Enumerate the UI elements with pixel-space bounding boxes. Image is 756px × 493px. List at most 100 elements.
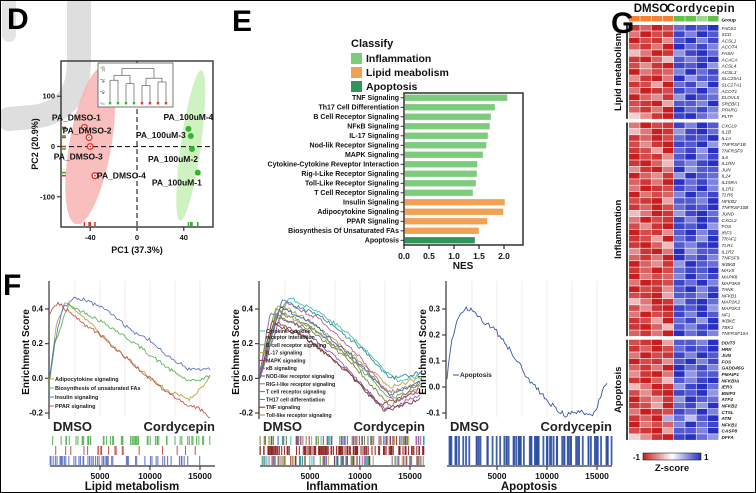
heatmap-cell bbox=[662, 50, 674, 56]
gene-label: TBK1 bbox=[722, 325, 734, 330]
gene-label: PMAIP1 bbox=[722, 372, 740, 377]
heatmap-cell bbox=[651, 330, 663, 337]
heatmap-cell bbox=[685, 427, 696, 434]
heatmap-cell bbox=[696, 286, 708, 292]
legend-entry: T cell receptor signaling bbox=[266, 390, 326, 396]
dendro-leaf bbox=[140, 102, 144, 105]
sample-point-dot bbox=[94, 174, 96, 177]
heatmap-cell bbox=[696, 292, 708, 299]
heatmap-cell bbox=[651, 324, 663, 330]
enrichment-curve bbox=[259, 323, 421, 412]
heatmap-cell bbox=[640, 248, 651, 255]
heatmap-cell bbox=[629, 69, 640, 75]
heatmap-cell bbox=[662, 273, 674, 280]
heatmap-cell bbox=[685, 421, 696, 428]
heatmap-cell bbox=[640, 31, 651, 37]
heatmap-cell bbox=[674, 434, 685, 440]
heatmap-cell bbox=[707, 415, 719, 421]
heatmap-cell bbox=[662, 427, 674, 434]
heatmap-cell bbox=[651, 198, 663, 204]
heatmap-cell bbox=[629, 62, 640, 69]
heatmap-cell bbox=[707, 166, 719, 173]
heatmap-cell bbox=[674, 311, 685, 318]
heatmap-cell bbox=[662, 166, 674, 173]
heatmap-cell bbox=[651, 166, 663, 173]
heatmap-cell bbox=[651, 106, 663, 113]
heatmap-cell bbox=[707, 185, 719, 192]
y-tick-label: -0.2 bbox=[239, 409, 253, 418]
heatmap-cell bbox=[696, 235, 708, 242]
heatmap-cell bbox=[696, 31, 708, 37]
heatmap-cell bbox=[707, 339, 719, 346]
group-annotation-cell bbox=[640, 16, 651, 22]
inset-box bbox=[97, 62, 174, 108]
bar-category-label: Nod-lik Receptor Signaling bbox=[310, 143, 399, 150]
heatmap-cell bbox=[640, 311, 651, 318]
heatmap-cell bbox=[629, 210, 640, 217]
heatmap-cell bbox=[662, 396, 674, 403]
heatmap-cell bbox=[707, 402, 719, 409]
heatmap-cell bbox=[685, 128, 696, 135]
heatmap-cell bbox=[696, 179, 708, 185]
bar-category-label: T Cell Receptor Signaling bbox=[314, 190, 399, 197]
heatmap-cell bbox=[696, 100, 708, 107]
dendro-leaf bbox=[124, 102, 128, 105]
panel-g-label: G bbox=[611, 7, 635, 40]
group-left-label: DMSO bbox=[53, 419, 92, 434]
bar-category-label: Cytokine-Cytokine Reveptor Interaction bbox=[268, 162, 399, 169]
heatmap-cell bbox=[629, 204, 640, 211]
heatmap-cell bbox=[662, 43, 674, 50]
heatmap-cell bbox=[640, 434, 651, 440]
heatmap-cell bbox=[629, 248, 640, 255]
heatmap-cell bbox=[674, 298, 685, 305]
heatmap-cell bbox=[651, 311, 663, 318]
heatmap-cell bbox=[685, 298, 696, 305]
heatmap-cell bbox=[651, 128, 663, 135]
heatmap-cell bbox=[696, 198, 708, 204]
heatmap-cell bbox=[674, 235, 685, 242]
heatmap-cell bbox=[707, 217, 719, 223]
group-annotation-cell bbox=[629, 16, 640, 22]
heatmap-cell bbox=[651, 358, 663, 365]
group-annotation-cell bbox=[662, 16, 674, 22]
heatmap-cell bbox=[685, 106, 696, 113]
heatmap-cell bbox=[640, 298, 651, 305]
heatmap-cell bbox=[707, 409, 719, 415]
heatmap-cell bbox=[662, 390, 674, 396]
heatmap-cell bbox=[651, 122, 663, 129]
heatmap-cell bbox=[674, 317, 685, 324]
sample-label: PA_DMSO-1 bbox=[52, 112, 101, 122]
heatmap-cell bbox=[685, 204, 696, 211]
section-label: Inflammation bbox=[613, 200, 624, 259]
heatmap-cell bbox=[707, 330, 719, 337]
heatmap-cell bbox=[674, 113, 685, 119]
heatmap-cell bbox=[696, 242, 708, 248]
heatmap-cell bbox=[674, 185, 685, 192]
heatmap-cell bbox=[651, 421, 663, 428]
sample-point-dot bbox=[88, 136, 90, 139]
heatmap-cell bbox=[629, 135, 640, 141]
heatmap-cell bbox=[640, 229, 651, 236]
heatmap-cell bbox=[674, 383, 685, 390]
heatmap-cell bbox=[662, 339, 674, 346]
heatmap-cell bbox=[662, 185, 674, 192]
heatmap-cell bbox=[685, 217, 696, 223]
heatmap-cell bbox=[640, 421, 651, 428]
heatmap-cell bbox=[685, 324, 696, 330]
heatmap-cell bbox=[651, 147, 663, 154]
legend-entry: receptor interaction bbox=[266, 335, 315, 341]
heatmap-cell bbox=[651, 185, 663, 192]
heatmap-cell bbox=[707, 273, 719, 280]
heatmap-cell bbox=[651, 427, 663, 434]
inset-tick-label: 120 bbox=[102, 66, 106, 72]
legend-entry: Insulin signaling bbox=[55, 395, 98, 401]
heatmap-cell bbox=[685, 267, 696, 274]
sample-label: PA_DMSO-2 bbox=[63, 125, 112, 135]
heatmap-cell bbox=[696, 339, 708, 346]
heatmap-cell bbox=[651, 286, 663, 292]
heatmap-cell bbox=[696, 88, 708, 94]
nes-bar bbox=[404, 189, 473, 196]
nes-bar bbox=[404, 142, 487, 149]
heatmap-cell bbox=[640, 75, 651, 82]
heatmap-cell bbox=[685, 94, 696, 100]
